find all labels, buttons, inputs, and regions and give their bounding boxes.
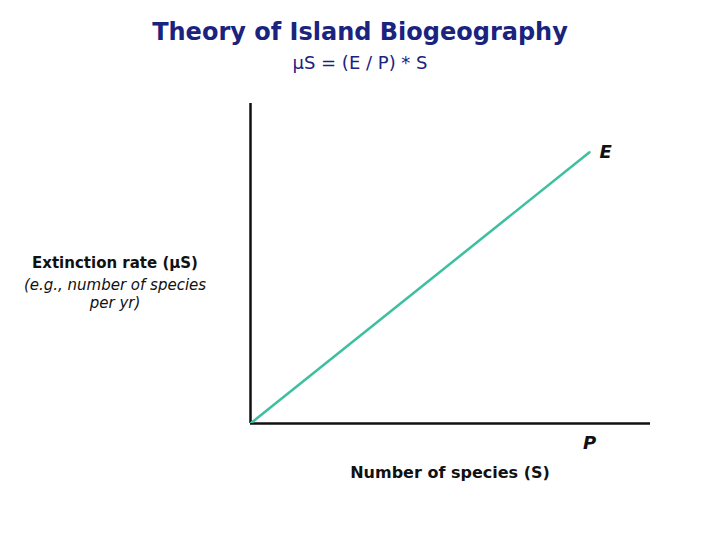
html-text:per yr): per yr)	[89, 293, 141, 312]
html-text:μS = (E / P) * S: μS = (E / P) * S	[292, 52, 428, 73]
html-text:Theory of Island Biogeography: Theory of Island Biogeography	[152, 18, 568, 46]
html-text:(e.g., number of species: (e.g., number of species	[23, 275, 207, 294]
svg-text:P: P	[583, 432, 596, 453]
html-text:Extinction rate (μS): Extinction rate (μS)	[32, 253, 198, 272]
html-text:Number of species (S): Number of species (S)	[350, 463, 550, 482]
svg-text:E: E	[599, 141, 612, 162]
